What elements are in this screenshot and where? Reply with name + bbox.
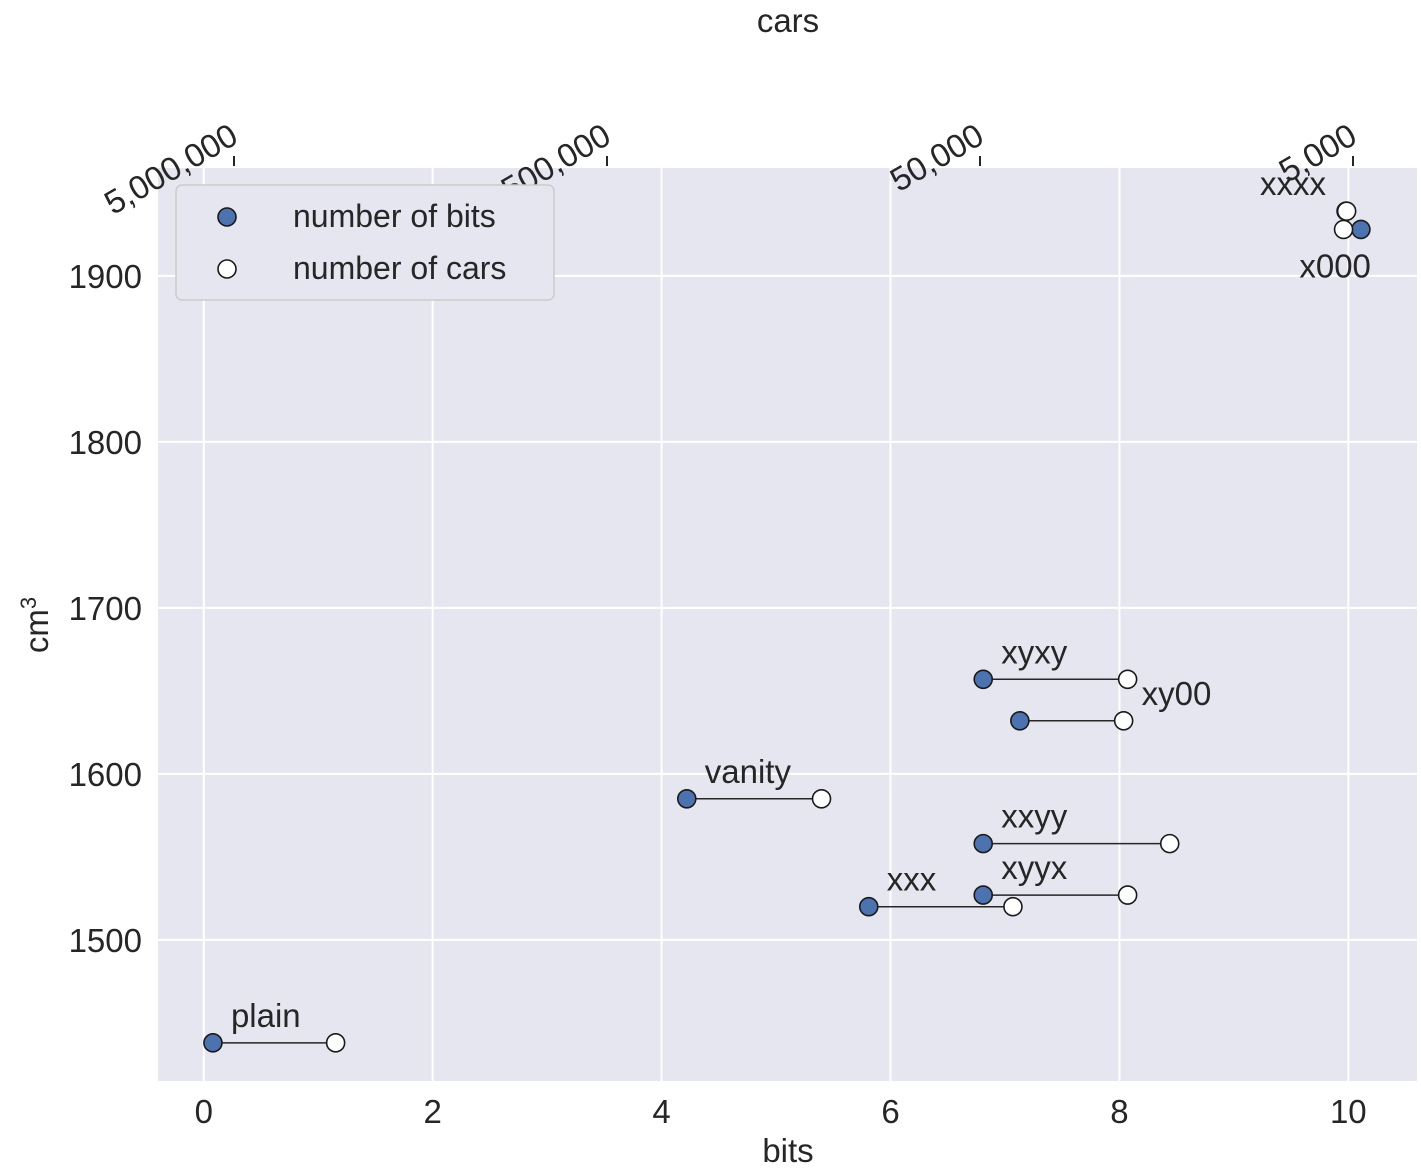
point-label: x000 [1299,247,1371,284]
point-label: xyyx [1001,849,1068,886]
legend-label-bits: number of bits [293,198,496,234]
x-tick-label: 0 [195,1093,213,1130]
y-tick-label: 1700 [69,590,142,627]
point-label: vanity [705,753,792,790]
y-tick-label: 1500 [69,922,142,959]
point-label: xxx [887,861,937,898]
y-tick-label: 1800 [69,424,142,461]
connectors [212,210,1361,1044]
bits-point [676,788,697,809]
legend-label-cars: number of cars [293,250,506,286]
x-tick-label: 2 [424,1093,442,1130]
legend-box [175,184,555,301]
cars-point [1333,219,1354,240]
point-label: xy00 [1142,675,1212,712]
cars-point [1113,710,1134,731]
x-tick-label: 6 [881,1093,899,1130]
point-label: xxyy [1001,798,1068,835]
y-axis-title: cm3 [16,597,55,653]
cars-point [1336,201,1357,221]
bits-point [1010,710,1030,731]
bits-point [1351,219,1371,240]
legend-marker-bits [217,207,237,227]
cars-point [1117,885,1138,905]
x-tick-label: 4 [652,1093,670,1130]
cars-point [1117,669,1138,690]
x-axis-title: bits [762,1132,813,1169]
x-tick-label: 8 [1110,1093,1128,1130]
plot-background [158,168,1417,1081]
y-tick-label: 1600 [69,756,142,793]
data-points [203,201,1371,1053]
cars-point [325,1033,346,1053]
point-label: xxxx [1260,165,1327,202]
bits-point [973,669,994,690]
y-tick-label: 1900 [69,258,142,295]
top-axis-title: cars [757,2,819,39]
legend: number of bits number of cars [175,184,555,301]
bits-point [973,833,994,854]
x-tick-label: 10 [1330,1093,1367,1130]
cars-point [1159,833,1180,854]
bits-point [973,885,994,905]
point-label: xyxy [1001,633,1068,670]
point-label: plain [231,997,301,1034]
legend-marker-cars [217,259,237,279]
bits-point [858,896,879,917]
cars-point [1003,896,1023,917]
y-axis-title-superscript: 3 [16,597,41,609]
y-axis-title-base: cm [18,609,55,653]
bits-point [203,1033,223,1053]
point-labels: plain vanity xxx xyyx xxyy xy00 xyxy x000 xxxx [231,165,1371,1034]
cars-point [811,788,832,809]
